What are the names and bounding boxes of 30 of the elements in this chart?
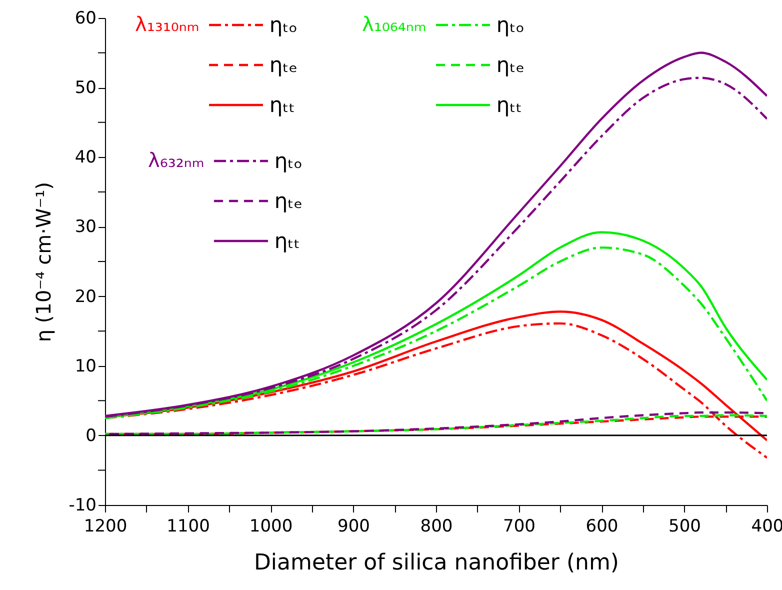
y-tick-label: -10 <box>68 496 96 516</box>
y-tick-label: 50 <box>74 78 96 98</box>
x-tick-label: 500 <box>668 516 701 536</box>
y-axis-title: η (10⁻⁴ cm·W⁻¹) <box>32 182 56 342</box>
legend-label: ηₜₜ <box>274 229 300 253</box>
y-tick-label: 0 <box>86 426 96 446</box>
y-tick-label: 60 <box>74 8 96 28</box>
annotation: λ₁₃₁₀ₙₘ <box>135 11 200 38</box>
annotation: λ₁₀₆₄ₙₘ <box>362 11 426 38</box>
x-axis-title: Diameter of silica nanofiber (nm) <box>254 550 620 576</box>
x-tick-label: 600 <box>586 516 618 536</box>
legend-label: ηₜₒ <box>269 13 298 37</box>
legend-label: ηₜₑ <box>269 53 298 77</box>
y-tick-label: 40 <box>74 148 96 168</box>
x-tick-label: 1200 <box>84 516 128 536</box>
y-tick-label: 30 <box>74 217 96 238</box>
x-tick-label: 1100 <box>166 516 210 536</box>
legend-label: ηₜₒ <box>274 149 303 173</box>
y-tick-label: 20 <box>74 286 96 307</box>
y-tick-label: 10 <box>74 356 96 376</box>
annotation: λ₆₃₂ₙₘ <box>148 147 204 174</box>
legend-label: ηₜₜ <box>269 93 296 117</box>
legend-label: ηₜₒ <box>496 13 525 37</box>
legend-label: ηₜₑ <box>274 189 303 213</box>
x-tick-label: 1000 <box>249 516 293 536</box>
legend-label: ηₜₑ <box>496 53 525 77</box>
x-tick-label: 700 <box>503 516 536 536</box>
x-tick-label: 900 <box>338 516 370 536</box>
legend-label: ηₜₜ <box>496 93 522 117</box>
x-tick-label: 800 <box>420 516 453 536</box>
